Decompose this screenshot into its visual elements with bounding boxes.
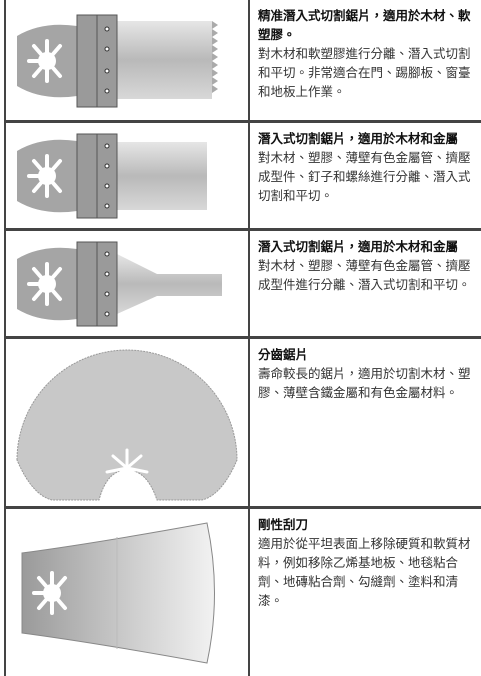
title: 精准潛入式切割鋸片，適用於木材、軟塑膠。	[258, 8, 471, 42]
blade-image	[6, 0, 250, 120]
text-cell: 精准潛入式切割鋸片，適用於木材、軟塑膠。對木材和軟塑膠進行分離、潛入式切割和平切…	[250, 0, 481, 120]
row: 分齒鋸片壽命較長的鋸片，適用於切割木材、塑膠、薄壁含鐵金屬和有色金屬材料。	[6, 339, 481, 509]
blade-image	[6, 231, 250, 336]
title: 分齒鋸片	[258, 347, 309, 362]
blade	[16, 349, 238, 500]
title: 潛入式切割鋸片，適用於木材和金屬	[258, 131, 459, 146]
text-cell: 潛入式切割鋸片，適用於木材和金屬對木材、塑膠、薄壁有色金屬管、擠壓成型件、釘子和…	[250, 123, 481, 228]
product-table: 精准潛入式切割鋸片，適用於木材、軟塑膠。對木材和軟塑膠進行分離、潛入式切割和平切…	[4, 0, 481, 676]
row: 剛性刮刀適用於從平坦表面上移除硬質和軟質材料，例如移除乙烯基地板、地毯粘合劑、地…	[6, 509, 481, 676]
blade-image	[6, 339, 250, 506]
row: 潛入式切割鋸片，適用於木材和金屬對木材、塑膠、薄壁有色金屬管、擠壓成型件進行分離…	[6, 231, 481, 339]
description: 對木材、塑膠、薄壁有色金屬管、擠壓成型件、釘子和螺絲進行分離、潛入式切割和平切。	[258, 150, 471, 203]
text-cell: 分齒鋸片壽命較長的鋸片，適用於切割木材、塑膠、薄壁含鐵金屬和有色金屬材料。	[250, 339, 481, 506]
title: 潛入式切割鋸片，適用於木材和金屬	[258, 239, 459, 254]
title: 剛性刮刀	[258, 517, 309, 532]
blade-image	[6, 123, 250, 228]
blade	[15, 14, 218, 108]
blade	[15, 133, 207, 218]
blade	[15, 241, 222, 326]
blade-image	[6, 509, 250, 676]
description: 對木材、塑膠、薄壁有色金屬管、擠壓成型件進行分離、潛入式切割和平切。	[258, 258, 471, 292]
row: 精准潛入式切割鋸片，適用於木材、軟塑膠。對木材和軟塑膠進行分離、潛入式切割和平切…	[6, 0, 481, 123]
text-cell: 潛入式切割鋸片，適用於木材和金屬對木材、塑膠、薄壁有色金屬管、擠壓成型件進行分離…	[250, 231, 481, 336]
text-cell: 剛性刮刀適用於從平坦表面上移除硬質和軟質材料，例如移除乙烯基地板、地毯粘合劑、地…	[250, 509, 481, 676]
description: 適用於從平坦表面上移除硬質和軟質材料，例如移除乙烯基地板、地毯粘合劑、地磚粘合劑…	[258, 536, 471, 608]
row: 潛入式切割鋸片，適用於木材和金屬對木材、塑膠、薄壁有色金屬管、擠壓成型件、釘子和…	[6, 123, 481, 231]
description: 壽命較長的鋸片，適用於切割木材、塑膠、薄壁含鐵金屬和有色金屬材料。	[258, 366, 471, 400]
description: 對木材和軟塑膠進行分離、潛入式切割和平切。非常適合在門、踢腳板、窗臺和地板上作業…	[258, 46, 471, 99]
blade	[21, 521, 215, 664]
